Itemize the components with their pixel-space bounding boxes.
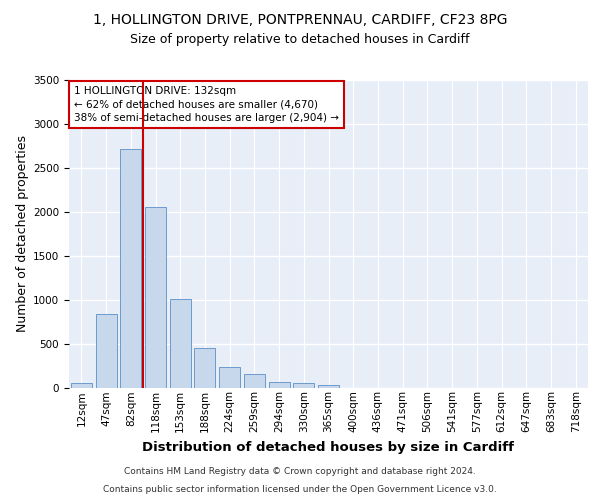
Bar bbox=[194, 348, 215, 388]
Y-axis label: Number of detached properties: Number of detached properties bbox=[16, 135, 29, 332]
Bar bbox=[71, 382, 92, 388]
Text: Contains public sector information licensed under the Open Government Licence v3: Contains public sector information licen… bbox=[103, 485, 497, 494]
Bar bbox=[269, 382, 290, 388]
Text: 1, HOLLINGTON DRIVE, PONTPRENNAU, CARDIFF, CF23 8PG: 1, HOLLINGTON DRIVE, PONTPRENNAU, CARDIF… bbox=[93, 12, 507, 26]
X-axis label: Distribution of detached houses by size in Cardiff: Distribution of detached houses by size … bbox=[143, 440, 515, 454]
Text: Size of property relative to detached houses in Cardiff: Size of property relative to detached ho… bbox=[130, 32, 470, 46]
Bar bbox=[293, 383, 314, 388]
Bar bbox=[170, 299, 191, 388]
Bar bbox=[145, 206, 166, 388]
Bar bbox=[120, 148, 141, 388]
Text: 1 HOLLINGTON DRIVE: 132sqm
← 62% of detached houses are smaller (4,670)
38% of s: 1 HOLLINGTON DRIVE: 132sqm ← 62% of deta… bbox=[74, 86, 339, 122]
Bar bbox=[95, 314, 116, 388]
Bar bbox=[244, 374, 265, 388]
Bar bbox=[219, 367, 240, 388]
Bar bbox=[318, 385, 339, 388]
Text: Contains HM Land Registry data © Crown copyright and database right 2024.: Contains HM Land Registry data © Crown c… bbox=[124, 467, 476, 476]
